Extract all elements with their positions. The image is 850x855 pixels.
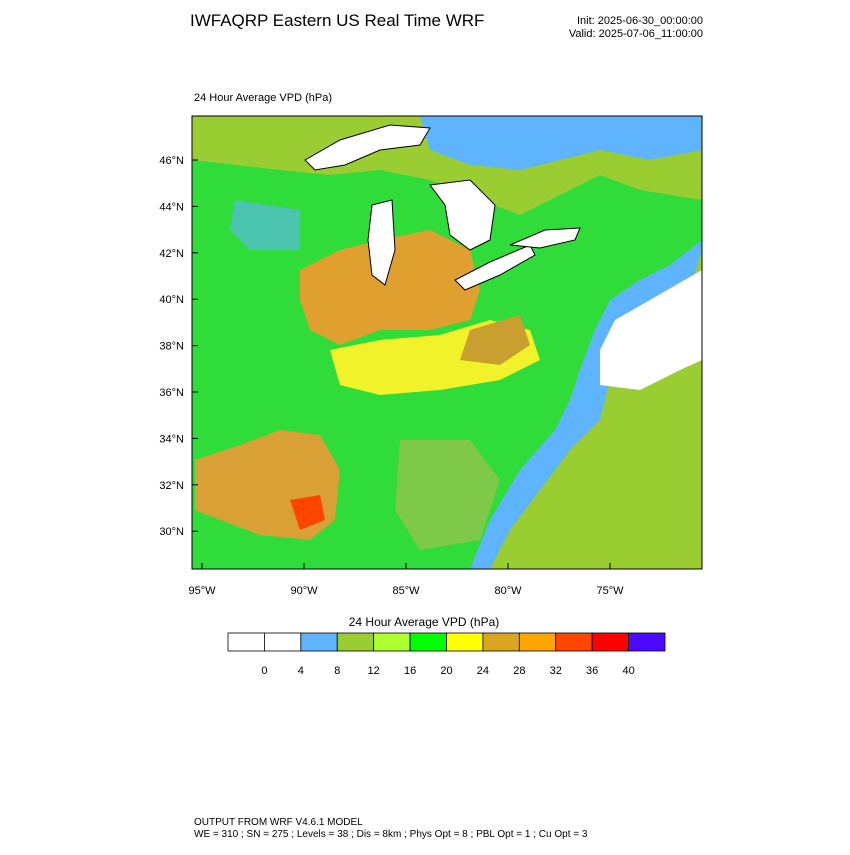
colorbar-box: [336, 632, 375, 652]
canada-moist: [420, 116, 702, 170]
lake-huron: [429, 179, 496, 251]
valid-time: Valid: 2025-07-06_11:00:00: [569, 28, 703, 40]
colorbar-box: [555, 632, 593, 652]
lat-label: 34°N: [159, 433, 184, 445]
lat-label: 44°N: [159, 201, 184, 213]
wisconsin-moist: [230, 200, 300, 250]
lake-erie: [454, 244, 536, 291]
footer-line2: WE = 310 ; SN = 275 ; Levels = 38 ; Dis …: [194, 829, 588, 840]
colorbar-box: [518, 632, 557, 652]
lon-label: 95°W: [188, 585, 216, 597]
colorbar-label: 0: [261, 665, 267, 677]
colorbar-box: [409, 632, 447, 652]
colorbar-box: [300, 632, 338, 652]
map-frame: [191, 115, 703, 570]
colorbar-label: 20: [440, 665, 452, 677]
colorbar-box: [591, 632, 629, 652]
georgia: [395, 440, 500, 550]
map-title: 24 Hour Average VPD (hPa): [194, 92, 332, 104]
colorbar-label: 4: [298, 665, 304, 677]
colorbar-label: 32: [550, 665, 562, 677]
midwest-high: [300, 230, 480, 345]
lon-label: 90°W: [290, 585, 318, 597]
lake-ontario: [509, 227, 581, 249]
lat-label: 38°N: [159, 341, 184, 353]
lon-label: 75°W: [596, 585, 624, 597]
appalachia: [460, 315, 530, 365]
footer-line1: OUTPUT FROM WRF V4.6.1 MODEL: [194, 817, 363, 828]
colorbar-box: [373, 632, 411, 652]
init-time: Init: 2025-06-30_00:00:00: [577, 15, 703, 27]
colorbar-label: 24: [477, 665, 489, 677]
lake-superior: [304, 124, 431, 171]
south-peak: [290, 495, 325, 530]
lat-label: 36°N: [159, 387, 184, 399]
colorbar-label: 40: [622, 665, 634, 677]
colorbar-label: 12: [368, 665, 380, 677]
lake-michigan: [367, 199, 396, 286]
colorbar-box: [227, 632, 265, 652]
map-field: [192, 116, 702, 569]
colorbar-label: 36: [586, 665, 598, 677]
lat-label: 46°N: [159, 155, 184, 167]
lon-label: 85°W: [392, 585, 420, 597]
colorbar-box: [446, 632, 484, 652]
colorbar-box: [264, 632, 302, 652]
colorbar-label: 8: [334, 665, 340, 677]
lat-label: 40°N: [159, 294, 184, 306]
colorbar-label: 16: [404, 665, 416, 677]
colorbar-title: 24 Hour Average VPD (hPa): [349, 615, 500, 629]
lat-label: 42°N: [159, 248, 184, 260]
colorbar-box: [628, 632, 666, 652]
title: IWFAQRP Eastern US Real Time WRF: [190, 11, 484, 30]
lon-label: 80°W: [494, 585, 522, 597]
lat-label: 32°N: [159, 480, 184, 492]
lat-label: 30°N: [159, 526, 184, 538]
colorbar-label: 28: [513, 665, 525, 677]
colorbar-box: [482, 632, 520, 652]
ocean-dry: [600, 270, 702, 390]
